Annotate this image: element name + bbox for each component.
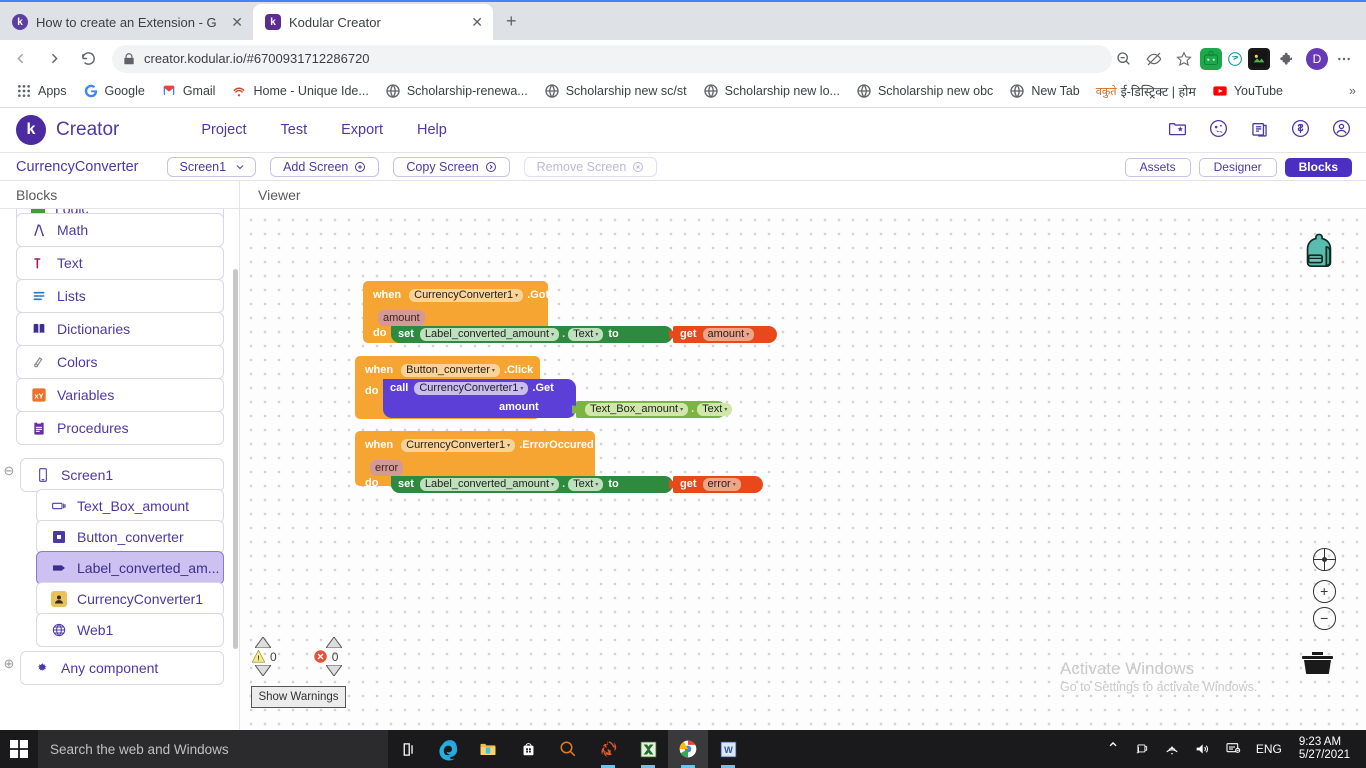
svg-text:xY: xY (35, 391, 44, 400)
svg-text:W: W (724, 745, 733, 755)
svg-text:!: ! (257, 653, 260, 662)
